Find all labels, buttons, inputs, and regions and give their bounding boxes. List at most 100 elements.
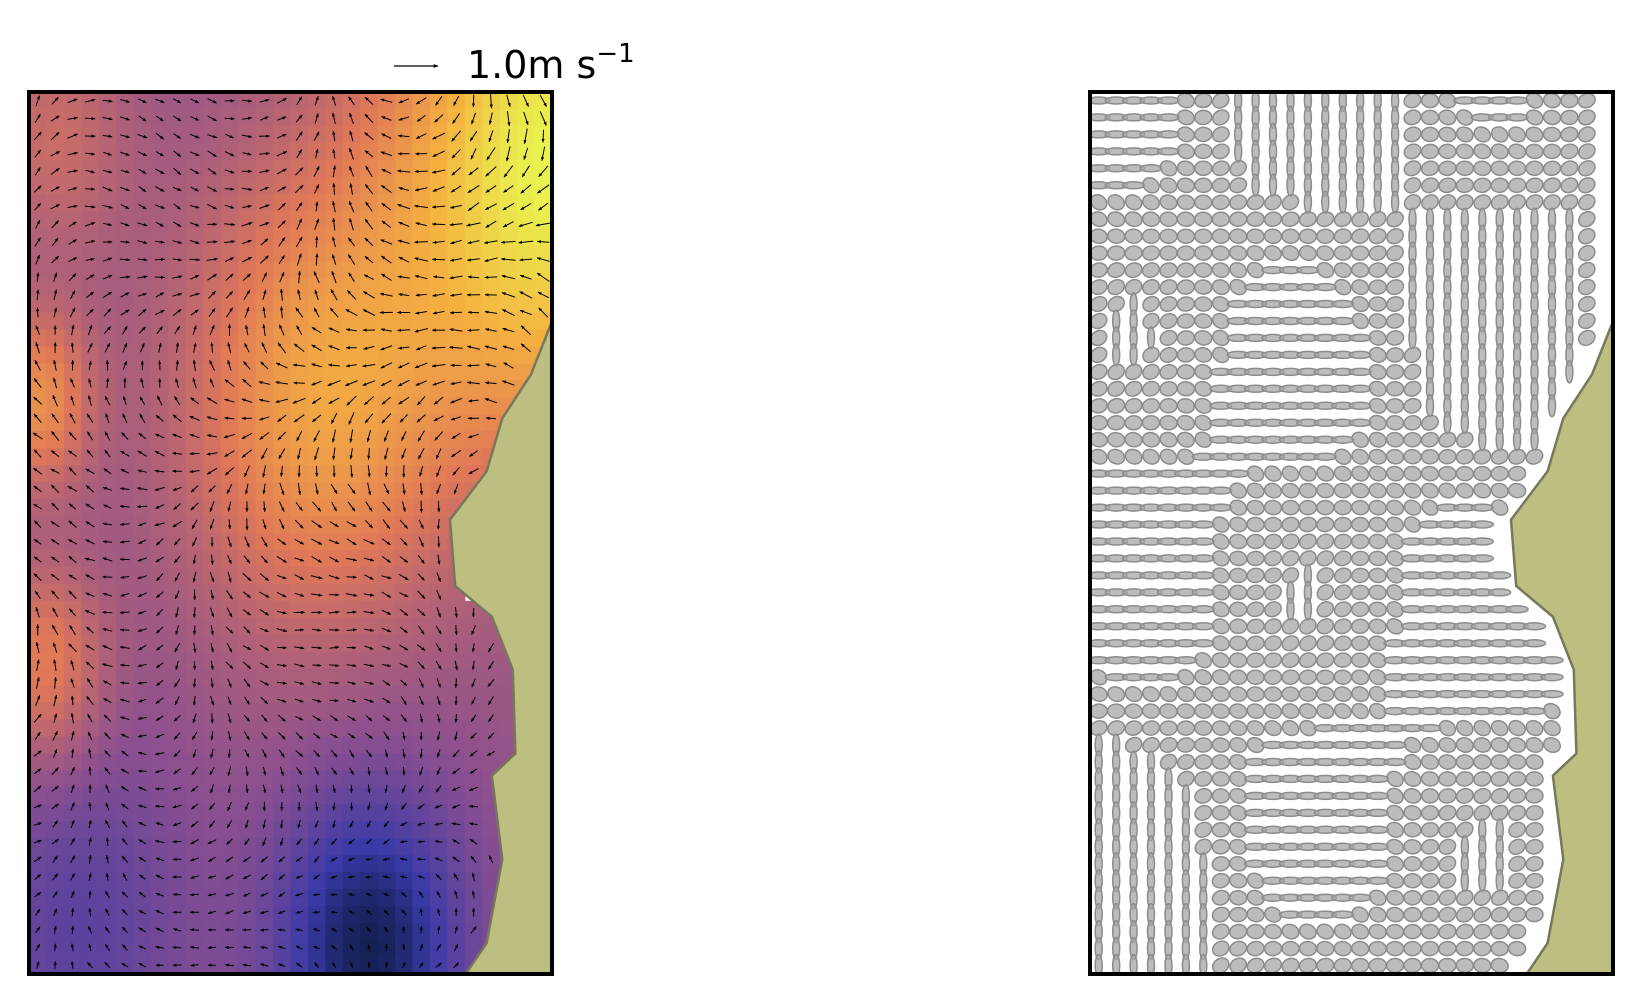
tidal-ellipse — [1194, 651, 1213, 669]
heat-cell — [116, 516, 135, 534]
velocity-arrow — [173, 167, 182, 176]
heat-cell — [430, 736, 448, 755]
tidal-ellipse — [1525, 805, 1544, 821]
heat-cell — [133, 482, 152, 500]
velocity-arrow — [120, 116, 130, 121]
heat-cell — [46, 872, 65, 890]
velocity-arrow — [380, 98, 393, 103]
heat-cell — [255, 261, 274, 280]
tidal-ellipse — [1124, 380, 1143, 397]
heat-cell — [517, 176, 536, 195]
heat-cell — [273, 431, 292, 449]
tidal-ellipse — [1333, 211, 1352, 228]
tidal-ellipse — [1246, 533, 1265, 550]
tidal-ellipse — [1321, 190, 1330, 215]
tidal-ellipse — [1176, 160, 1196, 177]
tidal-ellipse — [1350, 618, 1370, 635]
heat-cell — [325, 482, 344, 500]
tidal-ellipse — [1228, 872, 1248, 889]
heat-cell — [447, 600, 466, 619]
velocity-arrow — [432, 132, 446, 140]
velocity-arrow — [314, 95, 319, 106]
heat-cell — [377, 668, 396, 687]
heat-cell — [116, 566, 135, 585]
heat-cell — [447, 414, 466, 432]
heat-cell — [185, 329, 204, 348]
tidal-ellipse — [1298, 465, 1317, 482]
heat-cell — [325, 753, 344, 772]
heat-cell — [203, 923, 222, 941]
heat-cell — [395, 634, 414, 653]
heat-cell — [63, 142, 82, 161]
heat-cell — [430, 465, 448, 483]
heat-cell — [395, 329, 414, 348]
heat-cell — [482, 142, 501, 161]
tidal-ellipse — [1525, 737, 1544, 753]
velocity-arrow — [50, 150, 61, 157]
tidal-ellipse — [1333, 957, 1353, 974]
tidal-ellipse — [1577, 295, 1596, 313]
tidal-ellipse — [1246, 703, 1265, 719]
tidal-ellipse — [1455, 940, 1475, 957]
heat-cell — [273, 889, 292, 907]
tidal-ellipse — [1177, 668, 1195, 686]
tidal-ellipse — [1156, 113, 1181, 122]
tidal-ellipse — [1577, 312, 1596, 330]
heat-cell — [98, 736, 117, 755]
heat-cell — [447, 142, 466, 161]
tidal-ellipse — [1194, 228, 1213, 244]
tidal-ellipse — [1159, 364, 1178, 380]
velocity-arrow — [34, 202, 42, 211]
tidal-ellipse — [1281, 228, 1300, 244]
heat-cell — [133, 838, 152, 856]
tidal-ellipse — [1455, 787, 1474, 804]
heat-cell — [238, 821, 257, 839]
velocity-arrow — [364, 132, 374, 141]
heat-cell — [133, 363, 152, 381]
velocity-arrow — [138, 98, 147, 104]
tidal-ellipse — [1473, 448, 1492, 465]
heat-cell — [464, 397, 483, 415]
heat-cell — [220, 855, 239, 873]
velocity-arrow — [189, 168, 200, 175]
velocity-arrow — [381, 184, 392, 194]
heat-cell — [464, 176, 483, 195]
heat-cell — [133, 906, 152, 924]
heat-cell — [342, 872, 361, 890]
tidal-ellipse — [1176, 381, 1196, 397]
velocity-arrow — [315, 201, 319, 212]
heat-cell — [360, 295, 379, 314]
heat-cell — [360, 821, 379, 839]
velocity-arrow — [84, 98, 96, 103]
heat-cell — [255, 227, 274, 246]
heat-cell — [482, 278, 501, 297]
heat-cell — [220, 363, 239, 381]
heat-cell — [255, 940, 274, 958]
heat-cell — [220, 736, 239, 755]
tidal-ellipse — [1316, 669, 1335, 685]
tidal-ellipse — [1281, 940, 1300, 957]
velocity-arrow — [437, 500, 441, 513]
tidal-ellipse — [1368, 448, 1387, 465]
heat-cell — [81, 617, 100, 636]
velocity-arrow — [431, 169, 446, 174]
heat-cell — [168, 465, 187, 483]
velocity-arrow — [206, 240, 218, 244]
heat-cell — [203, 651, 222, 670]
heat-cell — [151, 804, 169, 822]
tidal-ellipse — [1251, 173, 1260, 198]
heat-cell — [238, 295, 257, 314]
heat-cell — [63, 295, 82, 314]
tidal-ellipse — [1246, 550, 1265, 567]
tidal-ellipse — [1211, 788, 1231, 804]
heat-cell — [360, 855, 379, 873]
velocity-arrow — [34, 113, 41, 124]
heat-cell — [168, 261, 187, 280]
tidal-ellipse — [1316, 686, 1335, 702]
velocity-arrow — [416, 114, 426, 122]
heat-cell — [395, 906, 414, 924]
heat-cell — [116, 109, 135, 127]
tidal-ellipse — [1365, 808, 1390, 818]
heat-cell — [377, 363, 396, 381]
heat-cell — [116, 227, 135, 246]
